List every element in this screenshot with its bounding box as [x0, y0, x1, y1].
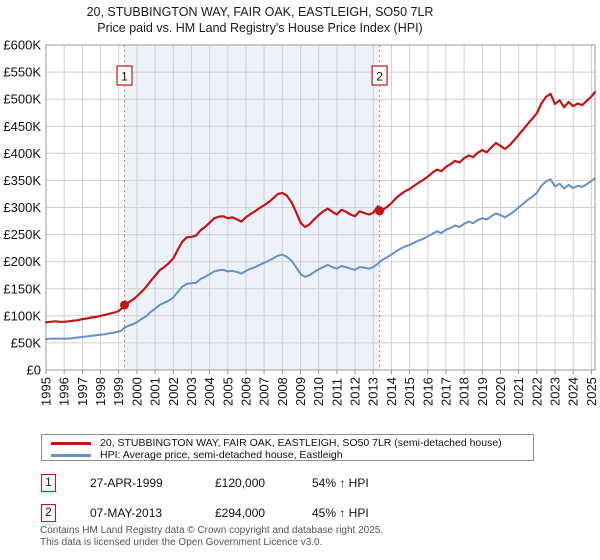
x-axis-label: 2012	[348, 377, 363, 406]
x-axis-label: 2025	[584, 377, 599, 406]
x-axis-label: 2006	[239, 377, 254, 406]
sale-2-price: £294,000	[215, 506, 266, 520]
property-line-swatch	[51, 441, 91, 445]
y-axis-label: £400K	[3, 146, 41, 161]
legend-item-property: 20, STUBBINGTON WAY, FAIR OAK, EASTLEIGH…	[51, 437, 533, 449]
y-axis-label: £150K	[3, 281, 41, 296]
x-axis-label: 2002	[166, 377, 181, 406]
sale-2-marker-box	[371, 65, 388, 86]
x-axis-label: 2003	[184, 377, 199, 406]
chart-legend: 20, STUBBINGTON WAY, FAIR OAK, EASTLEIGH…	[41, 434, 534, 461]
sale-annotation-row-1: 1 27-APR-1999 £120,000 54% ↑ HPI	[41, 474, 561, 494]
license-footer: Contains HM Land Registry data © Crown c…	[40, 525, 383, 548]
sale-2-point	[375, 206, 385, 216]
page-title: 20, STUBBINGTON WAY, FAIR OAK, EASTLEIGH…	[0, 4, 520, 36]
x-axis-label: 2000	[129, 377, 144, 406]
sale-1-marker-number: 1	[121, 70, 128, 84]
license-footer-line2: This data is licensed under the Open Gov…	[40, 536, 323, 548]
x-axis-label: 2018	[457, 377, 472, 406]
sale-2-marker-number: 2	[376, 70, 383, 84]
y-axis-label: £0	[27, 363, 41, 378]
sale-2-vs-hpi: 45% ↑ HPI	[312, 506, 369, 520]
x-axis-label: 2021	[511, 377, 526, 406]
x-axis-label: 1997	[75, 377, 90, 406]
x-axis-label: 2017	[438, 377, 453, 406]
sale-1-marker-box	[116, 65, 133, 86]
x-axis-label: 1999	[111, 377, 126, 406]
x-axis-label: 2001	[148, 377, 163, 406]
y-axis-label: £100K	[3, 308, 41, 323]
x-axis-label: 2004	[202, 377, 217, 406]
y-axis-label: £550K	[3, 65, 41, 80]
sale-1-date: 27-APR-1999	[90, 476, 163, 490]
price-history-chart: 1995 1996 1997 1998 1999 2000 2001 2002 2003 2004…	[3, 38, 599, 407]
license-footer-line1: Contains HM Land Registry data © Crown c…	[40, 525, 384, 536]
x-axis-label: 1996	[57, 377, 72, 406]
legend-hpi-label: HPI: Average price, semi-detached house,…	[100, 449, 343, 461]
sale-1-vs-hpi: 54% ↑ HPI	[312, 476, 369, 490]
y-axis-label: £50K	[11, 335, 42, 350]
x-axis-label: 2024	[566, 377, 581, 406]
sale-1-number-badge: 1	[41, 474, 56, 492]
y-axis-label: £500K	[3, 92, 41, 107]
y-axis-label: £250K	[3, 227, 41, 242]
y-axis-label: £450K	[3, 119, 41, 134]
x-axis-label: 2010	[311, 377, 326, 406]
y-axis-label: £600K	[3, 38, 41, 53]
sale-1-price: £120,000	[215, 476, 266, 490]
plot-frame	[45, 44, 596, 371]
page-title-line1: 20, STUBBINGTON WAY, FAIR OAK, EASTLEIGH…	[86, 5, 434, 19]
x-axis-label: 2020	[493, 377, 508, 406]
legend-item-hpi: HPI: Average price, semi-detached house,…	[51, 449, 533, 461]
x-axis-label: 2016	[420, 377, 435, 406]
x-axis-label: 2005	[220, 377, 235, 406]
y-axis-label: £350K	[3, 173, 41, 188]
hpi-average-line	[45, 177, 596, 341]
x-axis-label: 1998	[93, 377, 108, 406]
x-axis-label: 2009	[293, 377, 308, 406]
x-axis-label: 2007	[257, 377, 272, 406]
legend-property-label: 20, STUBBINGTON WAY, FAIR OAK, EASTLEIGH…	[100, 437, 502, 449]
property-price-line	[44, 90, 597, 324]
x-axis-label: 1995	[39, 377, 54, 406]
sale-annotation-row-2: 2 07-MAY-2013 £294,000 45% ↑ HPI	[41, 504, 561, 524]
sale-1-point	[120, 300, 129, 310]
x-axis-label: 2019	[475, 377, 490, 406]
x-axis-label: 2011	[329, 378, 344, 406]
y-axis-label: £300K	[3, 200, 41, 215]
sale-2-date: 07-MAY-2013	[90, 506, 163, 520]
y-axis-label: £200K	[3, 254, 41, 269]
x-axis-label: 2014	[384, 377, 399, 406]
x-axis-label: 2022	[529, 377, 544, 406]
x-axis-label: 2015	[402, 377, 417, 406]
hpi-line-swatch	[51, 453, 91, 457]
x-axis-label: 2013	[366, 377, 381, 406]
page-title-line2: Price paid vs. HM Land Registry's House …	[97, 21, 423, 35]
sale-2-number-badge: 2	[41, 504, 56, 522]
x-axis-label: 2023	[548, 377, 563, 406]
x-axis-label: 2008	[275, 377, 290, 406]
